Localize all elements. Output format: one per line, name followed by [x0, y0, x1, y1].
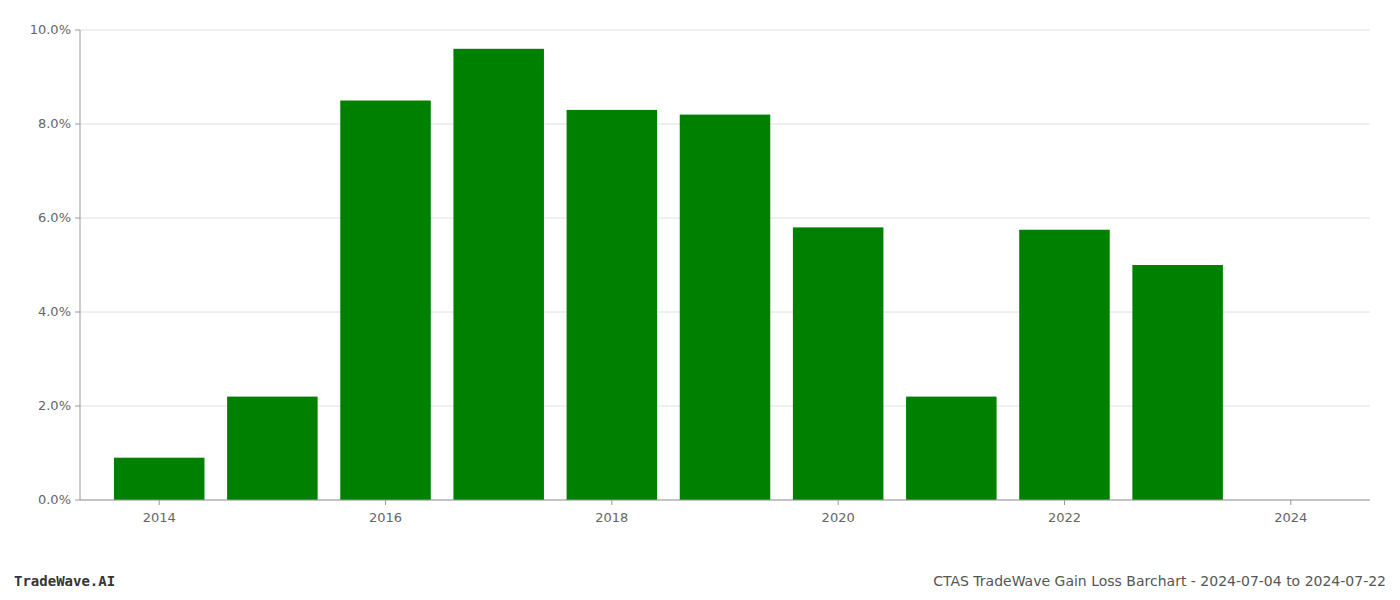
x-tick	[1290, 500, 1291, 505]
y-tick	[75, 30, 80, 31]
y-tick	[75, 406, 80, 407]
bar	[114, 458, 205, 500]
x-tick-label: 2024	[1274, 510, 1307, 525]
x-tick	[159, 500, 160, 505]
chart: 0.0% 2.0% 4.0% 6.0% 8.0% 10.0% 2014 2016 2018 202…	[0, 0, 1400, 600]
bar	[1019, 230, 1110, 500]
y-tick-label: 2.0%	[38, 398, 71, 413]
y-tick	[75, 500, 80, 501]
bar	[680, 115, 771, 500]
y-tick	[75, 218, 80, 219]
x-tick-label: 2018	[595, 510, 628, 525]
x-axis: 2014 2016 2018 2020 2022 2024	[80, 500, 1370, 525]
x-tick-label: 2014	[143, 510, 176, 525]
x-tick	[838, 500, 839, 505]
bars	[114, 49, 1223, 500]
grid	[80, 30, 1370, 500]
x-tick	[1064, 500, 1065, 505]
footer: TradeWave.AI CTAS TradeWave Gain Loss Bar…	[14, 573, 1386, 589]
grid-line	[80, 500, 1370, 501]
y-tick	[75, 312, 80, 313]
bar	[340, 101, 431, 501]
grid-line	[80, 30, 1370, 31]
footer-right: CTAS TradeWave Gain Loss Barchart - 2024…	[933, 573, 1386, 589]
y-axis-line	[80, 30, 81, 500]
x-tick	[611, 500, 612, 505]
footer-left: TradeWave.AI	[14, 573, 115, 589]
y-tick-label: 6.0%	[38, 210, 71, 225]
bar	[906, 397, 997, 500]
y-tick-label: 8.0%	[38, 116, 71, 131]
x-axis-line	[80, 500, 1370, 501]
bar	[567, 110, 658, 500]
y-tick-label: 10.0%	[30, 22, 71, 37]
bar	[1132, 265, 1223, 500]
bar	[453, 49, 544, 500]
x-tick-label: 2020	[822, 510, 855, 525]
bar	[227, 397, 318, 500]
bar	[793, 227, 884, 500]
x-tick-label: 2022	[1048, 510, 1081, 525]
x-tick-label: 2016	[369, 510, 402, 525]
y-tick-label: 0.0%	[38, 492, 71, 507]
y-axis: 0.0% 2.0% 4.0% 6.0% 8.0% 10.0%	[30, 22, 80, 507]
y-tick	[75, 124, 80, 125]
y-tick-label: 4.0%	[38, 304, 71, 319]
x-tick	[385, 500, 386, 505]
page: {"chart_data": {"type": "bar", "x": [201…	[0, 0, 1400, 600]
